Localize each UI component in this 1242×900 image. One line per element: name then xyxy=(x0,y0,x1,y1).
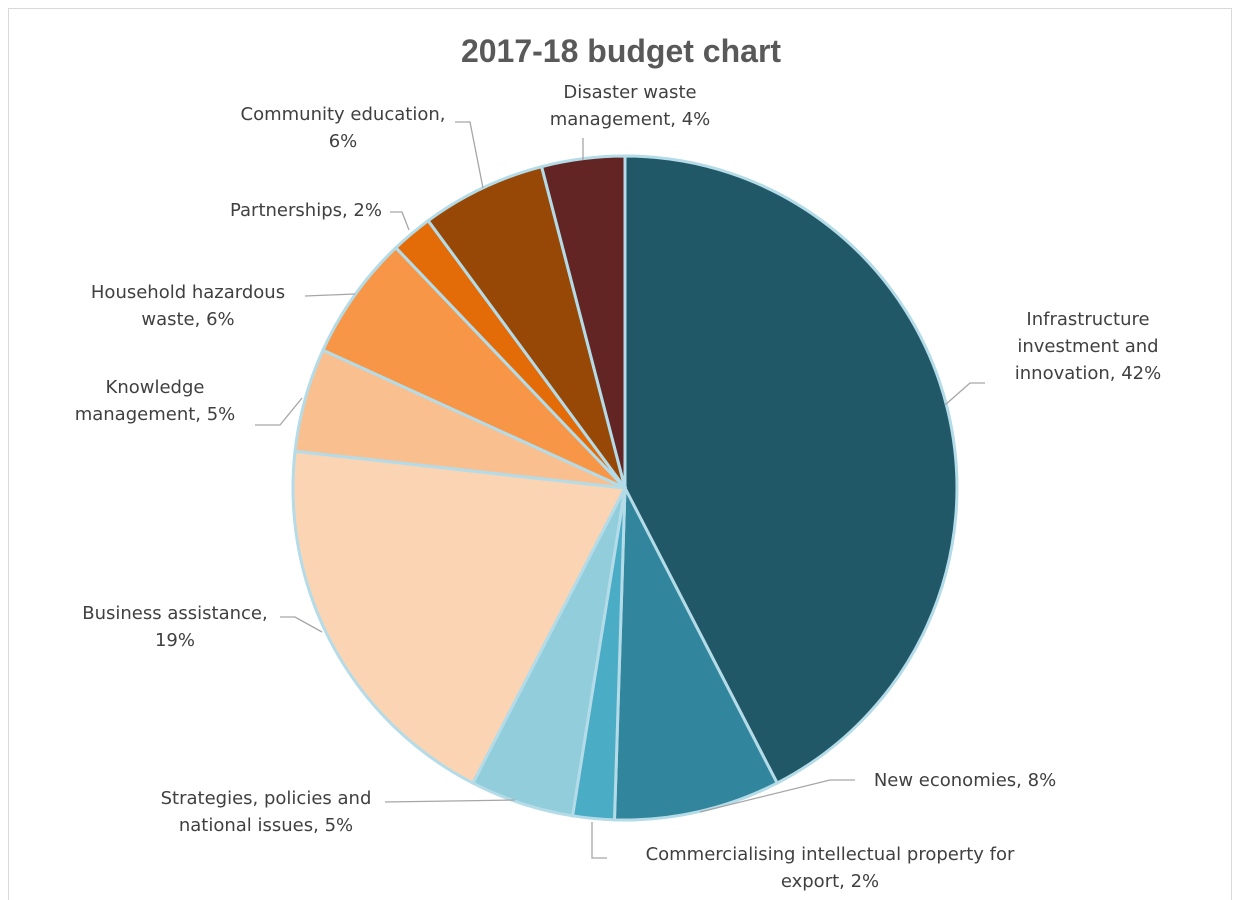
leader-line xyxy=(591,822,607,859)
leader-line xyxy=(384,799,516,803)
data-label-line: export, 2% xyxy=(781,871,879,892)
pie-slice-new-economies xyxy=(612,482,780,822)
data-label-line: New economies, 8% xyxy=(874,770,1056,791)
data-label-line: investment and xyxy=(1017,336,1158,357)
data-label-line: innovation, 42% xyxy=(1015,363,1161,384)
data-label-line: Household hazardous xyxy=(91,282,285,303)
data-label: Strategies, policies and national issues,… xyxy=(161,788,372,836)
data-label: Partnerships, 2% xyxy=(230,200,382,221)
data-labels-group: Infrastructure investment and innovation, … xyxy=(75,82,1162,892)
data-label: Community education, 6% xyxy=(241,104,446,152)
data-label-line: Community education, xyxy=(241,104,446,125)
leader-line xyxy=(390,211,410,231)
data-label-line: Knowledge xyxy=(106,377,205,398)
chart-title: 2017-18 budget chart xyxy=(461,33,781,69)
data-label-line: waste, 6% xyxy=(141,309,234,330)
leader-line xyxy=(455,121,484,189)
data-label: Household hazardous waste, 6% xyxy=(91,282,285,330)
leader-line xyxy=(304,293,356,297)
data-label-line: 6% xyxy=(329,131,358,152)
data-label-line: Business assistance, xyxy=(82,603,267,624)
data-label: Business assistance, 19% xyxy=(82,603,267,651)
data-label-line: management, 4% xyxy=(550,109,711,130)
leader-line xyxy=(699,779,855,813)
pie-slice-infrastructure-investment-and-innovation xyxy=(623,154,959,786)
data-label-line: Infrastructure xyxy=(1026,309,1149,330)
data-label: Disaster waste management, 4% xyxy=(550,82,711,130)
leader-lines-group xyxy=(255,121,985,859)
data-label-line: Strategies, policies and xyxy=(161,788,372,809)
leader-line xyxy=(280,616,323,633)
leader-line xyxy=(944,382,985,406)
data-label-line: Commercialising intellectual property fo… xyxy=(646,844,1015,865)
pie-slice-business-assistance xyxy=(291,449,628,786)
data-label: Commercialising intellectual property fo… xyxy=(646,844,1015,892)
leader-line xyxy=(255,397,303,426)
data-label: Infrastructure investment and innovation, … xyxy=(1015,309,1161,384)
pie-slice-household-hazardous-waste xyxy=(321,245,627,490)
data-label-line: 19% xyxy=(155,630,195,651)
data-label: Knowledge management, 5% xyxy=(75,377,236,425)
data-label-line: Disaster waste xyxy=(563,82,696,103)
slices-group xyxy=(291,154,959,822)
data-label-line: Partnerships, 2% xyxy=(230,200,382,221)
data-label-line: national issues, 5% xyxy=(179,815,353,836)
data-label-line: management, 5% xyxy=(75,404,236,425)
pie-slice-community-education xyxy=(426,164,627,489)
data-label: New economies, 8% xyxy=(874,770,1056,791)
